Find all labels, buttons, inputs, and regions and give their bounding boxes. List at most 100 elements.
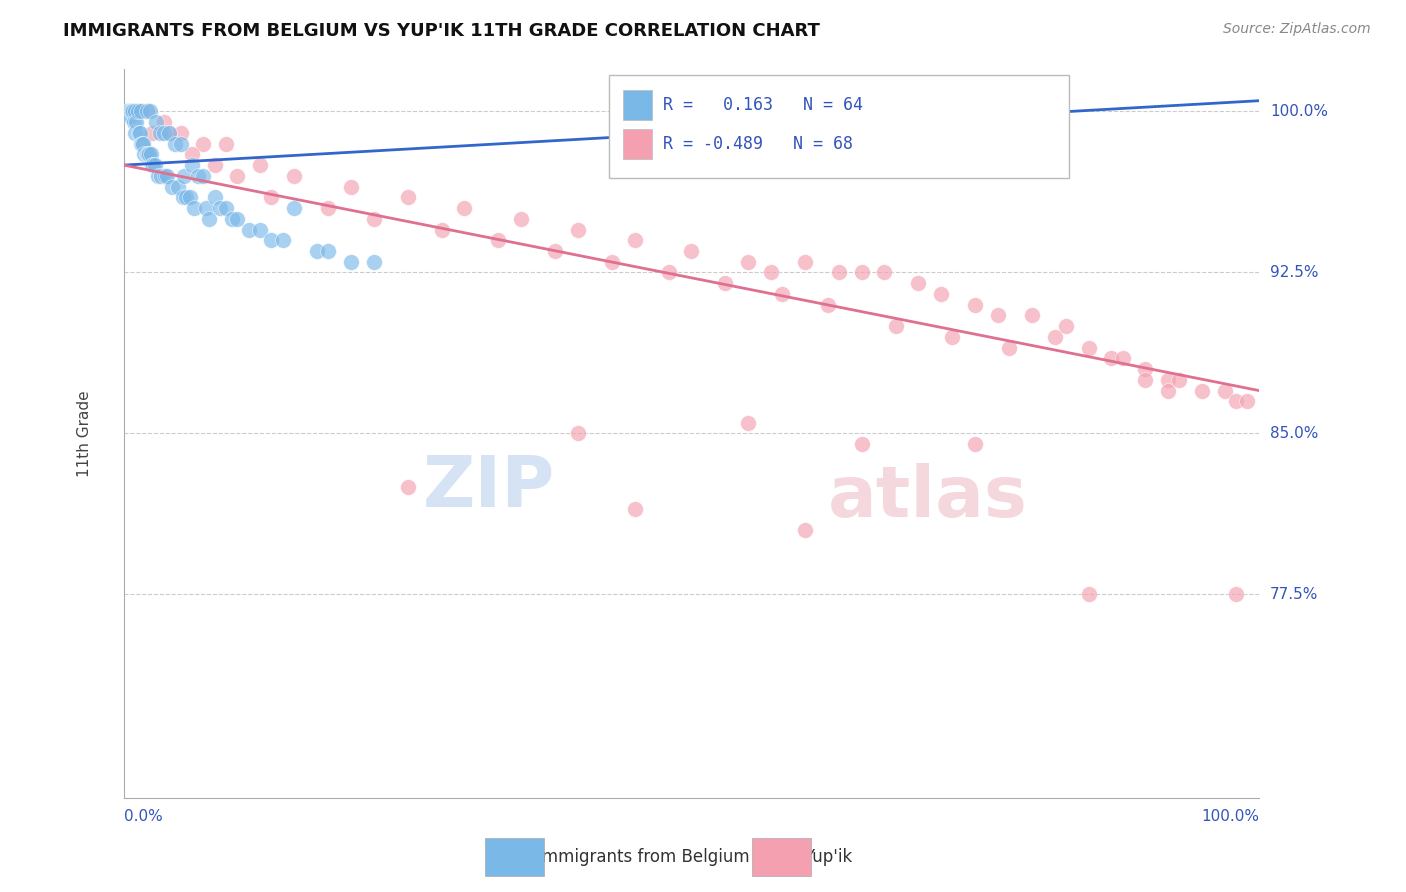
Point	[120, 104, 142, 119]
Text: Immigrants from Belgium: Immigrants from Belgium	[537, 848, 749, 866]
Point	[135, 104, 157, 119]
Point	[851, 265, 873, 279]
Point	[340, 254, 363, 268]
Point	[117, 104, 139, 119]
Point	[134, 147, 156, 161]
Point	[793, 523, 815, 537]
Point	[283, 169, 305, 183]
Point	[1135, 373, 1157, 387]
Point	[128, 126, 150, 140]
Point	[363, 211, 385, 226]
Point	[283, 201, 305, 215]
Point	[226, 169, 249, 183]
Point	[1225, 394, 1247, 409]
Point	[141, 126, 163, 140]
Point	[305, 244, 328, 258]
Point	[135, 147, 157, 161]
Point	[167, 179, 190, 194]
Point	[176, 190, 198, 204]
Point	[152, 115, 174, 129]
Point	[1135, 362, 1157, 376]
Point	[1191, 384, 1213, 398]
Point	[965, 437, 987, 451]
Point	[181, 147, 204, 161]
Point	[146, 169, 169, 183]
Point	[681, 244, 703, 258]
Point	[1021, 309, 1043, 323]
Point	[157, 126, 180, 140]
Point	[124, 104, 146, 119]
Text: Yup'ik: Yup'ik	[804, 848, 852, 866]
FancyBboxPatch shape	[609, 75, 1070, 178]
Point	[1236, 394, 1258, 409]
Point	[828, 265, 851, 279]
Point	[987, 309, 1010, 323]
Point	[142, 158, 165, 172]
Point	[453, 201, 475, 215]
Point	[156, 169, 179, 183]
Point	[430, 222, 453, 236]
Point	[169, 136, 191, 151]
Point	[316, 201, 339, 215]
Point	[172, 190, 194, 204]
Bar	[623, 90, 651, 120]
Point	[221, 211, 243, 226]
Point	[193, 136, 215, 151]
Text: ZIP: ZIP	[423, 452, 555, 522]
Point	[136, 147, 159, 161]
Point	[851, 437, 873, 451]
Point	[737, 254, 759, 268]
Point	[215, 136, 238, 151]
Point	[121, 104, 143, 119]
Point	[238, 222, 260, 236]
Point	[145, 115, 167, 129]
Point	[567, 222, 589, 236]
Point	[363, 254, 385, 268]
Text: R = -0.489   N = 68: R = -0.489 N = 68	[664, 135, 853, 153]
Point	[204, 158, 226, 172]
Point	[118, 104, 141, 119]
Text: R =   0.163   N = 64: R = 0.163 N = 64	[664, 96, 863, 114]
Point	[187, 169, 209, 183]
Text: 85.0%: 85.0%	[1270, 426, 1319, 441]
Point	[623, 501, 645, 516]
Point	[181, 158, 204, 172]
Point	[396, 480, 419, 494]
Point	[193, 169, 215, 183]
Point	[941, 330, 963, 344]
Point	[117, 104, 139, 119]
Point	[1077, 587, 1099, 601]
Point	[163, 136, 186, 151]
Point	[226, 211, 249, 226]
Point	[157, 126, 180, 140]
Point	[884, 319, 907, 334]
Point	[271, 233, 294, 247]
Point	[173, 169, 195, 183]
Point	[907, 276, 929, 290]
Point	[129, 104, 152, 119]
Point	[1168, 373, 1191, 387]
Point	[737, 416, 759, 430]
Point	[1157, 384, 1180, 398]
Point	[1043, 330, 1066, 344]
Point	[396, 190, 419, 204]
Text: 11th Grade: 11th Grade	[77, 390, 91, 476]
Point	[128, 126, 150, 140]
Point	[759, 265, 782, 279]
Point	[488, 233, 510, 247]
Point	[567, 426, 589, 441]
Point	[194, 201, 217, 215]
Point	[770, 287, 793, 301]
Point	[141, 158, 163, 172]
Point	[1077, 341, 1099, 355]
Point	[209, 201, 232, 215]
Point	[817, 298, 839, 312]
Point	[153, 169, 176, 183]
Point	[183, 201, 205, 215]
Point	[198, 211, 221, 226]
Point	[215, 201, 238, 215]
Point	[998, 341, 1021, 355]
Point	[340, 179, 363, 194]
Text: Source: ZipAtlas.com: Source: ZipAtlas.com	[1223, 22, 1371, 37]
Point	[1157, 373, 1180, 387]
